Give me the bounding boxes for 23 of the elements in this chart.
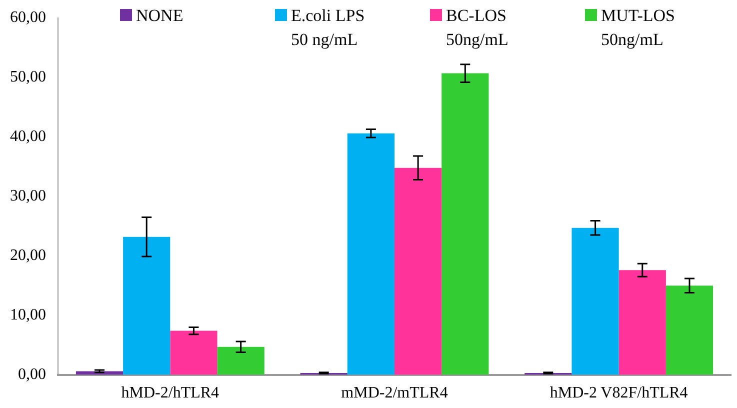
bar xyxy=(123,236,170,375)
legend-label: NONE xyxy=(136,5,184,27)
bar xyxy=(572,228,619,375)
bar xyxy=(394,168,442,375)
y-tick-label: 0,00 xyxy=(18,366,46,384)
x-tick-label: hMD-2/hTLR4 xyxy=(121,384,220,402)
legend-label: MUT-LOS 50ng/mL xyxy=(601,5,675,51)
bar xyxy=(170,330,218,375)
y-tick-label: 30,00 xyxy=(10,188,46,205)
x-tick-label: mMD-2/mTLR4 xyxy=(341,384,448,402)
legend-label: E.coli LPS 50 ng/mL xyxy=(291,5,365,51)
y-tick-label: 60,00 xyxy=(10,9,46,26)
y-tick-label: 10,00 xyxy=(10,306,46,324)
legend-label: BC-LOS 50ng/mL xyxy=(446,5,508,51)
y-tick-label: 40,00 xyxy=(10,128,46,146)
bar xyxy=(442,73,489,375)
bar xyxy=(217,346,264,375)
x-tick-label: hMD-2 V82F/hTLR4 xyxy=(550,384,688,402)
bar xyxy=(618,270,666,375)
y-tick-label: 50,00 xyxy=(10,68,46,86)
y-tick-label: 20,00 xyxy=(10,247,46,264)
bar xyxy=(666,286,714,375)
bar xyxy=(347,133,394,375)
